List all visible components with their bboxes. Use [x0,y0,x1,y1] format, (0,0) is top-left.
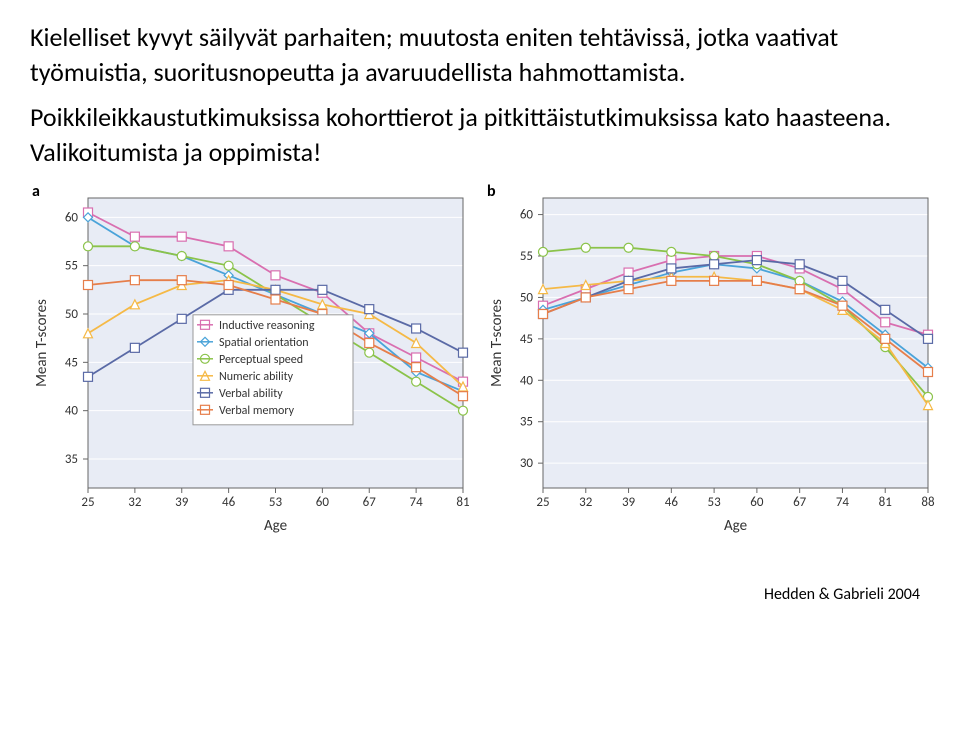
charts-container: a 253239465360677481354045505560AgeMean … [30,180,930,545]
svg-text:Perceptual speed: Perceptual speed [219,353,303,367]
svg-text:32: 32 [128,495,142,510]
svg-text:50: 50 [520,291,534,306]
svg-text:74: 74 [410,495,424,510]
svg-text:39: 39 [622,495,636,510]
svg-text:81: 81 [879,495,892,510]
svg-text:40: 40 [520,374,534,389]
svg-text:Verbal ability: Verbal ability [219,387,283,401]
svg-text:53: 53 [269,495,283,510]
svg-text:Inductive reasoning: Inductive reasoning [219,319,315,333]
svg-text:Spatial orientation: Spatial orientation [219,336,309,350]
svg-text:Age: Age [724,517,747,535]
paragraph-1: Kielelliset kyvyt säilyvät parhaiten; mu… [30,20,930,90]
svg-text:40: 40 [65,404,79,419]
chart-b: 2532394653606774818830354045505560AgeMea… [485,180,940,540]
svg-text:50: 50 [65,307,79,322]
svg-text:55: 55 [65,259,78,274]
citation: Hedden & Gabrieli 2004 [30,585,930,604]
chart-a: 25 32 39 46 53 60 67 74 81 35 40 45 50 55 60 Age Mean T-… [30,180,475,540]
paragraph-2: Poikkileikkaustutkimuksissa kohorttierot… [30,100,930,170]
svg-text:81: 81 [456,495,469,510]
svg-text:25: 25 [536,495,549,510]
svg-text:25: 25 [81,495,94,510]
svg-text:46: 46 [665,495,679,510]
svg-text:60: 60 [316,495,330,510]
svg-text:Age: Age [264,517,287,535]
svg-text:53: 53 [708,495,722,510]
svg-text:55: 55 [520,249,533,264]
svg-text:Verbal memory: Verbal memory [219,404,295,418]
svg-text:Mean T-scores: Mean T-scores [33,299,51,387]
svg-text:30: 30 [520,457,534,472]
svg-text:60: 60 [520,208,534,223]
panel-label-a: a [32,182,40,201]
svg-text:32: 32 [579,495,593,510]
svg-text:45: 45 [65,356,78,371]
svg-text:45: 45 [520,332,533,347]
svg-text:Mean T-scores: Mean T-scores [488,299,506,387]
svg-text:39: 39 [175,495,189,510]
svg-text:60: 60 [65,211,79,226]
svg-text:60: 60 [750,495,764,510]
svg-text:46: 46 [222,495,236,510]
chart-a-wrap: a 25 32 39 46 53 60 67 74 81 35 40 45 50 55 60 Age Mean … [30,180,475,545]
svg-text:35: 35 [520,415,533,430]
chart-b-wrap: b 2532394653606774818830354045505560AgeM… [485,180,940,545]
panel-label-b: b [487,182,496,201]
svg-text:74: 74 [836,495,850,510]
svg-text:Numeric ability: Numeric ability [219,370,294,384]
svg-text:35: 35 [65,452,78,467]
svg-text:67: 67 [363,495,377,510]
svg-text:67: 67 [793,495,807,510]
svg-text:88: 88 [921,495,935,510]
